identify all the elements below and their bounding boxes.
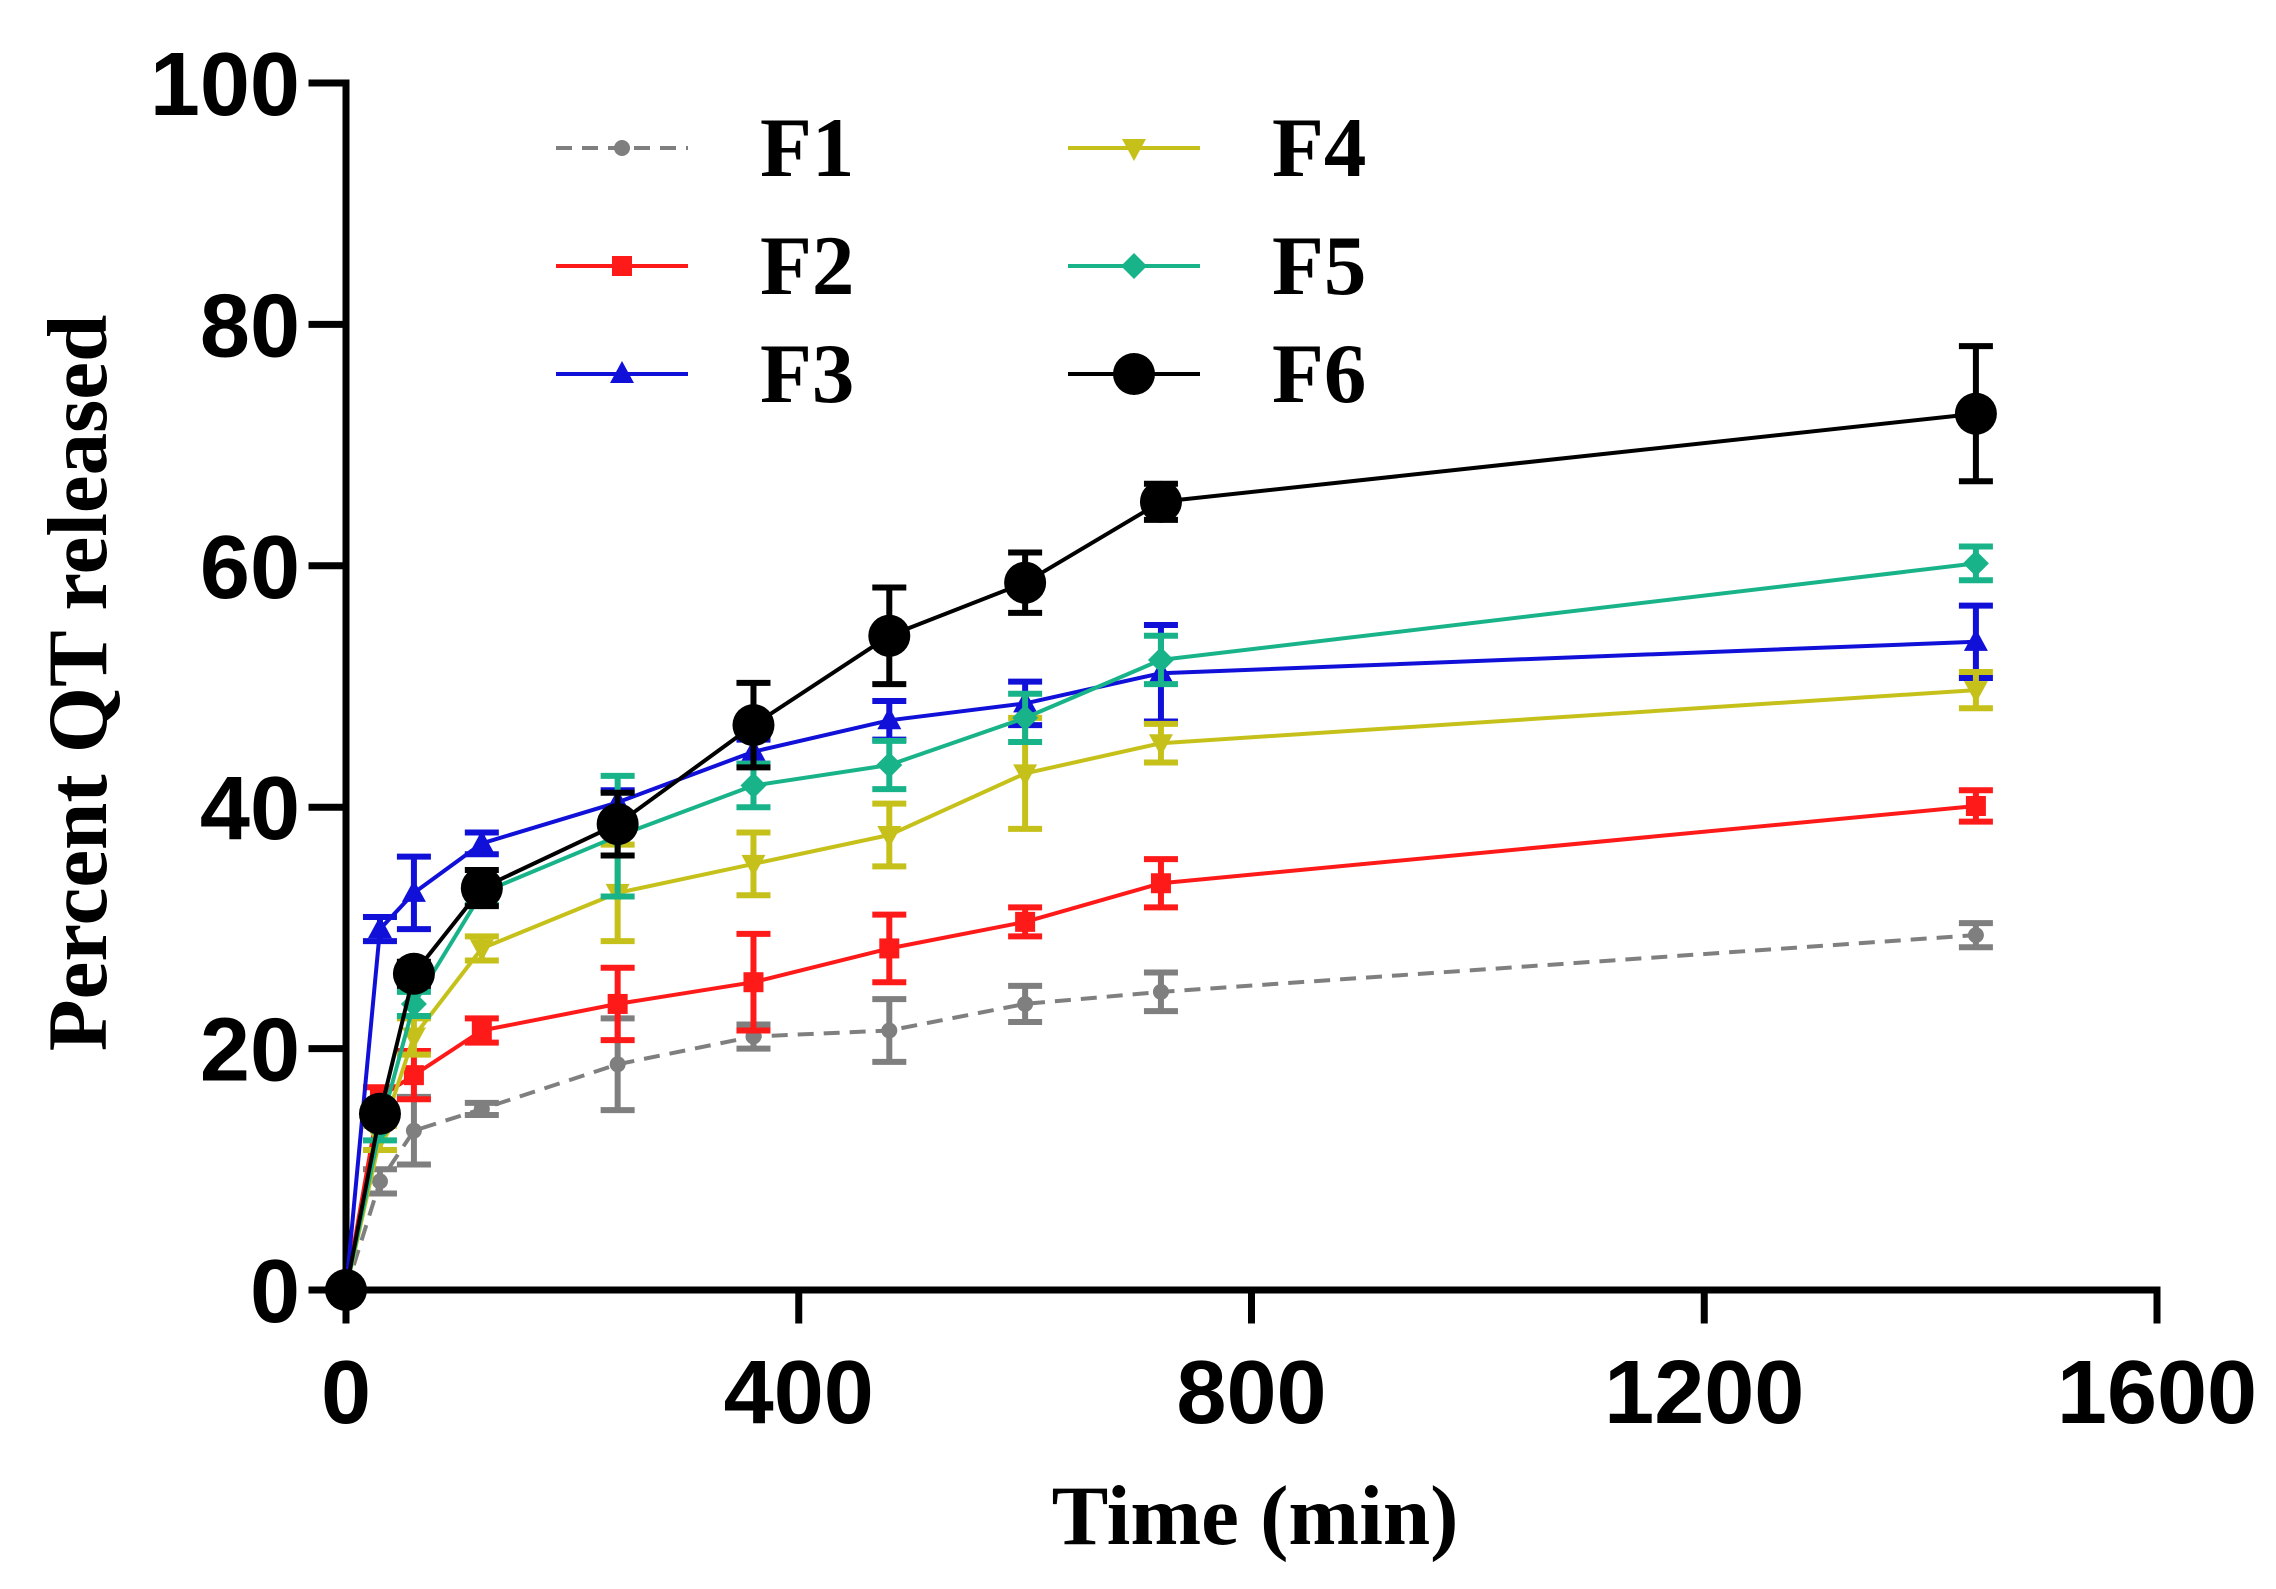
- data-point: [1004, 561, 1047, 604]
- x-tick-label: 0: [321, 1343, 371, 1443]
- data-point: [1150, 873, 1171, 894]
- data-point: [1967, 927, 1984, 944]
- y-tick-label: 0: [250, 1242, 300, 1342]
- data-point: [392, 952, 435, 995]
- data-point: [358, 1092, 401, 1135]
- data-point: [460, 867, 503, 910]
- data-point: [405, 1122, 422, 1139]
- legend-marker: [610, 361, 634, 383]
- legend-item-F6: F6: [1068, 327, 1366, 421]
- legend-marker: [614, 140, 630, 156]
- data-point: [371, 1173, 388, 1190]
- data-point: [1013, 764, 1038, 787]
- data-point: [1965, 795, 1986, 816]
- data-point: [1139, 480, 1182, 523]
- y-tick-label: 20: [200, 1001, 300, 1101]
- data-point: [881, 1022, 898, 1039]
- legend-label: F3: [760, 327, 854, 421]
- legend-label: F2: [760, 219, 854, 313]
- legend-item-F4: F4: [1068, 101, 1366, 195]
- legend-label: F6: [1272, 327, 1366, 421]
- series-line: [344, 933, 1977, 1291]
- x-tick-label: 1200: [1604, 1343, 1804, 1443]
- data-point: [609, 1056, 626, 1073]
- data-point: [1015, 911, 1036, 932]
- data-point: [1017, 995, 1034, 1012]
- data-point: [403, 1065, 424, 1086]
- data-point: [1012, 704, 1039, 731]
- data-point: [1152, 983, 1169, 1000]
- legend-label: F4: [1272, 101, 1366, 195]
- data-point: [876, 751, 903, 778]
- data-point: [868, 614, 911, 657]
- data-point: [740, 772, 767, 799]
- series-F1: [338, 920, 1993, 1298]
- data-point: [743, 972, 764, 993]
- data-point: [877, 825, 902, 848]
- legend-marker: [612, 256, 632, 276]
- y-axis-title: Percent QT released: [31, 315, 125, 1052]
- axes: 0 20 40 60 80 100 0 400 800 1200 1600: [150, 35, 2257, 1443]
- y-tick-label: 80: [200, 276, 300, 376]
- data-point: [1147, 646, 1174, 673]
- legend: F1 F2 F3 F4 F5 F6: [556, 101, 1366, 421]
- legend-marker: [1122, 139, 1146, 161]
- data-point: [732, 704, 775, 747]
- data-point: [469, 939, 494, 962]
- series-line: [344, 561, 1977, 1291]
- legend-label: F1: [760, 101, 854, 195]
- data-point: [471, 1020, 492, 1041]
- series-line: [344, 411, 1977, 1291]
- series-F5: [333, 543, 1993, 1303]
- legend-item-F2: F2: [556, 219, 854, 313]
- data-point: [596, 803, 639, 846]
- legend-item-F1: F1: [556, 101, 854, 195]
- x-tick-label: 800: [1176, 1343, 1326, 1443]
- data-point: [367, 916, 392, 939]
- y-tick-label: 40: [200, 759, 300, 859]
- data-point: [607, 993, 628, 1014]
- x-tick-label: 1600: [2057, 1343, 2257, 1443]
- data-point: [473, 1100, 490, 1117]
- series-F2: [336, 787, 1993, 1300]
- series-line: [344, 688, 1977, 1291]
- legend-marker: [1121, 253, 1147, 279]
- x-axis-title: Time (min): [1052, 1469, 1459, 1563]
- data-point: [1962, 550, 1989, 577]
- y-tick-label: 100: [150, 35, 300, 135]
- data-point: [741, 854, 766, 877]
- x-tick-label: 400: [724, 1343, 874, 1443]
- legend-item-F5: F5: [1068, 219, 1366, 313]
- series-F6: [325, 343, 1997, 1311]
- data-point: [1148, 734, 1173, 757]
- data-point: [1954, 392, 1997, 435]
- data-point: [1963, 628, 1988, 651]
- legend-item-F3: F3: [556, 327, 854, 421]
- legend-marker: [1113, 353, 1155, 395]
- y-tick-label: 60: [200, 518, 300, 618]
- legend-label: F5: [1272, 219, 1366, 313]
- data-point: [325, 1269, 367, 1311]
- data-point: [877, 707, 902, 730]
- data-point: [879, 938, 900, 959]
- data-point: [469, 830, 494, 853]
- plot-series: [325, 343, 1997, 1311]
- data-point: [1963, 681, 1988, 704]
- data-point: [401, 879, 426, 902]
